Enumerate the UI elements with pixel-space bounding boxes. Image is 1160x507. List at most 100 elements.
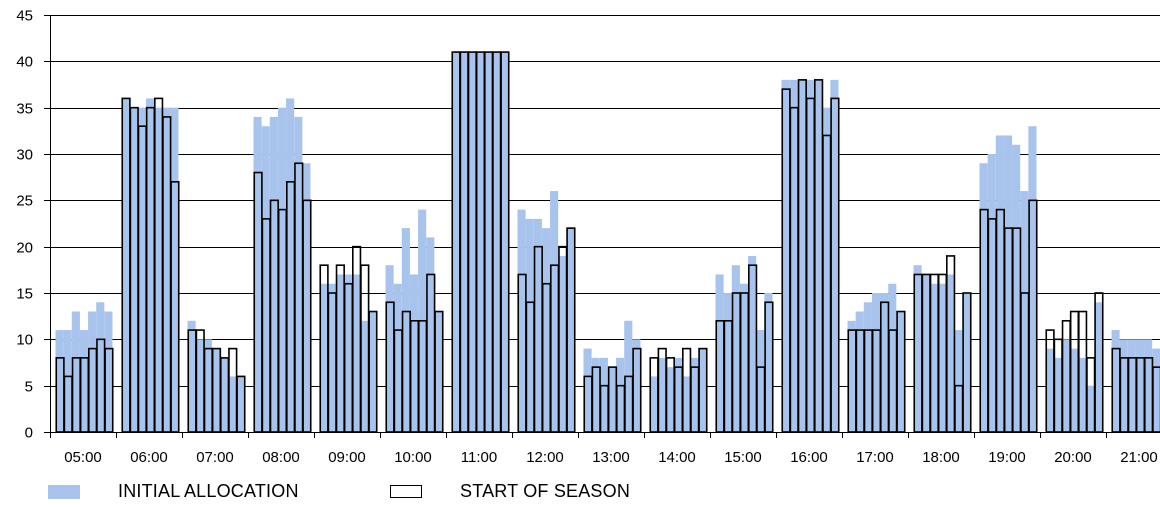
initial-allocation-bar [591,357,600,432]
initial-allocation-bar [682,376,691,432]
initial-allocation-bar [525,218,534,432]
initial-allocation-bar [962,293,971,432]
initial-allocation-bar [121,98,130,433]
legend-swatch-outline [390,485,422,498]
initial-allocation-bar [533,218,542,432]
initial-allocation-bar [789,79,798,432]
initial-allocation-bar [88,311,97,432]
x-tick-label: 13:00 [592,449,630,466]
initial-allocation-bar [401,228,410,432]
initial-allocation-bar [368,311,377,432]
initial-allocation-bar [426,237,435,432]
initial-allocation-bar [847,320,856,432]
initial-allocation-bar [319,283,328,432]
initial-allocation-bar [731,265,740,432]
initial-allocation-bar [63,330,72,432]
initial-allocation-bar [583,348,592,432]
initial-allocation-bar [822,107,831,433]
initial-allocation-bar [995,135,1004,432]
initial-allocation-bar [880,293,889,432]
initial-allocation-bar [797,79,806,432]
initial-allocation-bar [1086,385,1095,432]
x-tick-label: 07:00 [196,449,234,466]
initial-allocation-bar [896,311,905,432]
initial-allocation-bar [673,357,683,432]
x-tick-label: 09:00 [328,449,366,466]
initial-allocation-bar [228,376,237,432]
initial-allocation-bar [1111,330,1120,432]
x-tick-label: 15:00 [724,449,762,466]
initial-allocation-bar [459,52,468,433]
initial-allocation-bar [187,320,196,432]
initial-allocation-bar [599,357,608,432]
y-tick-label: 15 [16,286,33,303]
initial-allocation-bar [871,293,881,432]
initial-allocation-bar [96,302,105,432]
legend: INITIAL ALLOCATION START OF SEASON [0,481,1160,505]
initial-allocation-bar [739,283,749,432]
x-tick-label: 17:00 [856,449,894,466]
initial-allocation-bar [220,357,229,432]
initial-allocation-bar [294,116,303,432]
initial-allocation-bar [913,265,922,432]
initial-allocation-bar [830,79,839,432]
x-tick-label: 08:00 [262,449,300,466]
initial-allocation-bars [55,52,1160,433]
initial-allocation-bar [261,126,270,432]
initial-allocation-bar [302,163,311,432]
initial-allocation-bar [170,107,179,433]
initial-allocation-bar [698,348,707,432]
initial-allocation-bar [748,255,757,432]
initial-allocation-bar [1003,135,1013,432]
x-axis-ticks: 05:00 06:00 07:00 08:00 09:00 10:00 11:00 12:00… [64,449,1158,466]
y-tick-label: 0 [25,425,33,442]
initial-allocation-bar [929,283,938,432]
initial-allocation-bar [79,330,89,432]
initial-allocation-bar [195,339,204,432]
initial-allocation-bar [1152,348,1160,432]
initial-allocation-bar [937,283,947,432]
initial-allocation-bar [286,98,295,433]
initial-allocation-bar [71,311,80,432]
initial-allocation-bar [1127,339,1136,432]
initial-allocation-bar [385,265,394,432]
initial-allocation-bar [855,311,864,432]
initial-allocation-bar [277,107,287,433]
initial-allocation-bar [764,293,773,432]
y-tick-label: 10 [16,332,33,349]
initial-allocation-bar [451,52,460,433]
initial-allocation-bar [690,357,699,432]
x-tick-label: 18:00 [922,449,960,466]
initial-allocation-bar [1061,339,1070,432]
x-tick-label: 14:00 [658,449,696,466]
y-tick-label: 20 [16,240,33,257]
initial-allocation-bar [335,274,344,432]
x-tick-label: 10:00 [394,449,432,466]
initial-allocation-bar [517,209,526,432]
initial-allocation-bar [269,116,278,432]
initial-allocation-bar [1053,357,1062,432]
legend-item-initial-allocation: INITIAL ALLOCATION [48,481,299,502]
legend-swatch-filled [48,484,80,499]
initial-allocation-bar [253,116,262,432]
initial-allocation-bar [343,274,353,432]
axes [44,15,1160,438]
initial-allocation-bar [393,283,402,432]
initial-allocation-bar [805,79,815,432]
initial-allocation-bar [979,163,988,432]
initial-allocation-bar [467,52,476,433]
initial-allocation-bar [475,52,485,433]
x-tick-label: 05:00 [64,449,102,466]
y-tick-label: 30 [16,147,33,164]
initial-allocation-bar [1144,339,1153,432]
legend-item-start-of-season: START OF SEASON [390,481,630,502]
initial-allocation-bar [550,191,559,432]
initial-allocation-bar [236,376,245,432]
initial-allocation-bar [756,330,765,432]
x-tick-label: 06:00 [130,449,168,466]
initial-allocation-bar [566,228,575,432]
initial-allocation-bar [203,339,212,432]
initial-allocation-bar [987,154,996,432]
gridlines [50,15,1160,387]
y-tick-label: 25 [16,193,33,210]
